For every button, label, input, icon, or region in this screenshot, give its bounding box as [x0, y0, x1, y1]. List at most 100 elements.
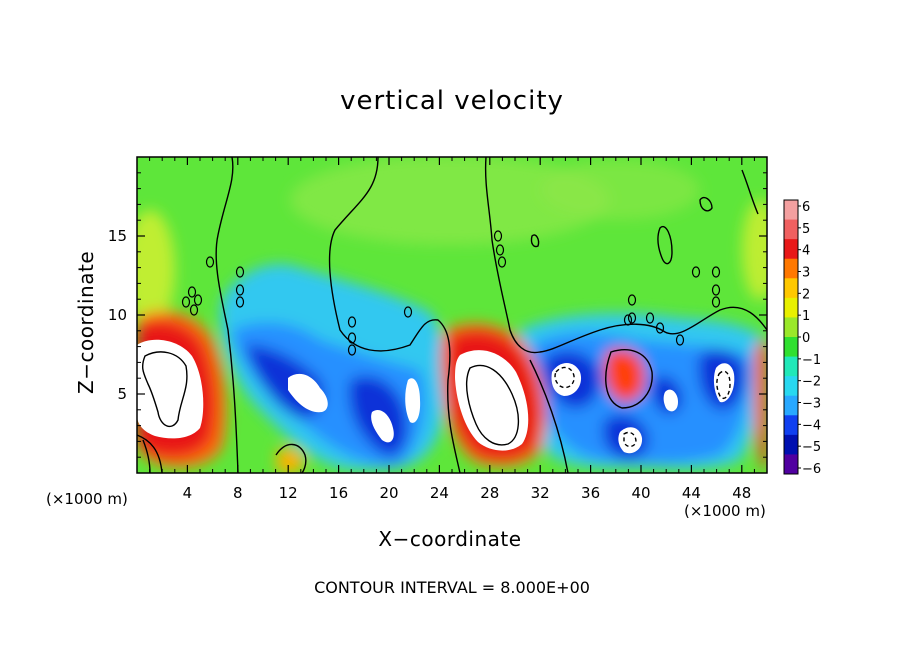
- core-contour: [141, 351, 188, 428]
- small-contour: [205, 256, 215, 268]
- small-contour: [193, 294, 203, 306]
- downdraft-core: [551, 363, 582, 396]
- colorbar-tick-label: 2: [802, 287, 810, 302]
- colorbar-tick-label: −1: [802, 353, 821, 368]
- colorbar-swatch: [784, 415, 798, 436]
- colorbar-swatch: [784, 376, 798, 397]
- colorbar-swatch: [784, 454, 798, 475]
- zero-contour: [328, 157, 461, 473]
- colorbar-swatch: [784, 278, 798, 299]
- updraft-core: [455, 350, 529, 451]
- colorbar-tick-label: −5: [802, 440, 821, 455]
- zero-contour: [657, 225, 673, 265]
- small-contour: [623, 314, 633, 326]
- upper-right-yellow: [742, 200, 767, 300]
- downdraft-core: [663, 389, 678, 412]
- upper-light-region: [540, 160, 700, 220]
- x-tick-label: 20: [379, 484, 398, 502]
- upper-light-region: [290, 157, 610, 245]
- small-contour: [347, 332, 357, 344]
- x-tick-label: 24: [430, 484, 449, 502]
- small-contour: [347, 316, 357, 328]
- chart-title: vertical velocity: [340, 86, 564, 116]
- x-tick-label: 40: [631, 484, 650, 502]
- x-unit-right: (×1000 m): [684, 502, 766, 520]
- small-contour: [187, 286, 197, 298]
- core-contour: [623, 431, 637, 448]
- updraft-envelope: [754, 341, 767, 470]
- x-tick-label: 36: [581, 484, 600, 502]
- x-axis-label: X−coordinate: [378, 527, 522, 551]
- colorbar-swatch: [784, 297, 798, 318]
- small-contour: [497, 256, 507, 268]
- small-contour: [403, 306, 413, 318]
- colorbar-swatch: [784, 317, 798, 338]
- zero-contour: [530, 234, 540, 248]
- colorbar-tick-label: −6: [802, 462, 821, 477]
- x-tick-label: 8: [233, 484, 243, 502]
- y-tick-label: 10: [108, 306, 127, 324]
- small-contour: [347, 344, 357, 356]
- colorbar-tick-label: −4: [802, 418, 821, 433]
- x-tick-label: 44: [682, 484, 701, 502]
- zero-contour: [529, 359, 569, 473]
- contour-interval-note: CONTOUR INTERVAL = 8.000E+00: [314, 578, 590, 597]
- x-tick-label: 48: [732, 484, 751, 502]
- x-tick-label: 4: [183, 484, 193, 502]
- colorbar-tick-label: −3: [802, 397, 821, 412]
- zero-contour: [605, 349, 653, 409]
- core-contour: [554, 366, 575, 389]
- zero-contour: [137, 434, 163, 473]
- zero-contour: [484, 157, 767, 354]
- small-contour: [645, 312, 655, 324]
- downdraft-core: [405, 378, 421, 423]
- updraft-envelope: [604, 348, 646, 402]
- colorbar-tick-label: 6: [802, 200, 810, 215]
- colorbar-swatch: [784, 434, 798, 455]
- zero-contour: [699, 196, 713, 212]
- colorbar-swatch: [784, 258, 798, 279]
- small-contour: [711, 284, 721, 296]
- colorbar-swatch: [784, 337, 798, 358]
- small-contour: [493, 230, 503, 242]
- colorbar-tick-label: 3: [802, 266, 810, 281]
- y-axis-label: Z−coordinate: [74, 250, 98, 394]
- small-contour: [235, 284, 245, 296]
- x-tick-label: 28: [480, 484, 499, 502]
- colorbar-swatch: [784, 219, 798, 240]
- zero-contours: [137, 157, 767, 473]
- small-contour: [711, 296, 721, 308]
- colorbar-swatch: [784, 200, 798, 221]
- small-contour: [181, 296, 191, 308]
- y-tick-label: 5: [117, 385, 127, 403]
- small-contour: [691, 266, 701, 278]
- colorbar-tick-label: 4: [802, 244, 810, 259]
- velocity-field: [137, 157, 767, 473]
- colorbar-swatch: [784, 395, 798, 416]
- zero-contour: [215, 157, 239, 473]
- small-contour: [627, 312, 637, 324]
- x-tick-label: 16: [329, 484, 348, 502]
- small-contour: [235, 266, 245, 278]
- colorbar-swatch: [784, 356, 798, 377]
- colorbar-swatch: [784, 239, 798, 260]
- downdraft-core: [288, 373, 328, 413]
- small-contour: [627, 294, 637, 306]
- updraft-core: [137, 339, 204, 439]
- upper-left-yellow: [137, 210, 175, 330]
- x-tick-label: 12: [279, 484, 298, 502]
- core-contour: [716, 370, 731, 400]
- small-contour: [675, 334, 685, 346]
- y-tick-label: 15: [108, 227, 127, 245]
- zero-contour: [275, 443, 307, 473]
- small-contour: [189, 304, 199, 316]
- small-contour: [655, 322, 665, 334]
- small-contour: [235, 296, 245, 308]
- colorbar: 6 5 4 3 2 1 0 −1 −2 −3 −4 −5 −6: [783, 199, 821, 477]
- colorbar-tick-label: 1: [802, 309, 810, 324]
- x-unit-left: (×1000 m): [46, 490, 128, 508]
- x-tick-label: 32: [531, 484, 550, 502]
- downdraft-core: [371, 409, 394, 443]
